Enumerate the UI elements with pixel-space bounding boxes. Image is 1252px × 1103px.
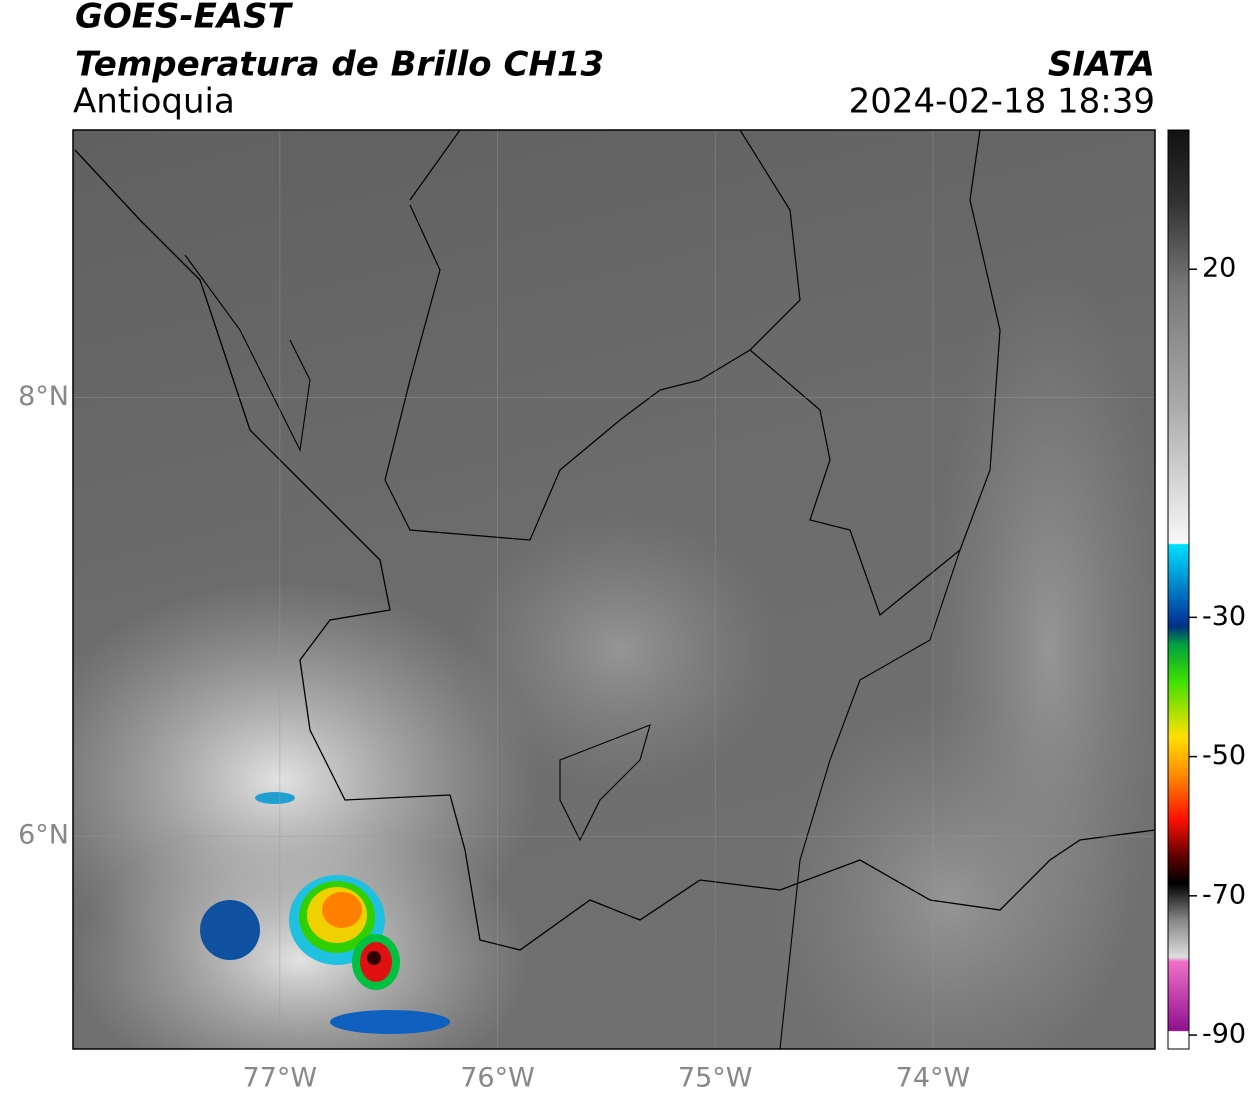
graticule xyxy=(73,130,1155,1049)
map-frame xyxy=(72,129,1156,1050)
x-tick-label: 76°W xyxy=(460,1063,535,1094)
colorbar xyxy=(1167,129,1190,1050)
region: Antioquia xyxy=(73,82,235,122)
colorbar-tick-label: -30 xyxy=(1202,601,1246,632)
colorbar-tick-label: -70 xyxy=(1202,879,1246,910)
colorbar-tick-label: -90 xyxy=(1202,1019,1246,1050)
x-tick-label: 74°W xyxy=(896,1063,971,1094)
map-image xyxy=(73,130,1155,1049)
y-tick-label: 6°N xyxy=(18,820,69,851)
x-tick-label: 75°W xyxy=(678,1063,753,1094)
colorbar-tick-label: -50 xyxy=(1202,740,1246,771)
x-tick-label: 77°W xyxy=(243,1063,318,1094)
datetime: 2024-02-18 18:39 xyxy=(849,82,1155,122)
title: GOES-EAST xyxy=(75,0,294,37)
source: SIATA xyxy=(1048,45,1155,85)
y-tick-label: 8°N xyxy=(18,381,69,412)
product: Temperatura de Brillo CH13 xyxy=(75,45,604,85)
colorbar-tick-label: 20 xyxy=(1202,253,1236,284)
